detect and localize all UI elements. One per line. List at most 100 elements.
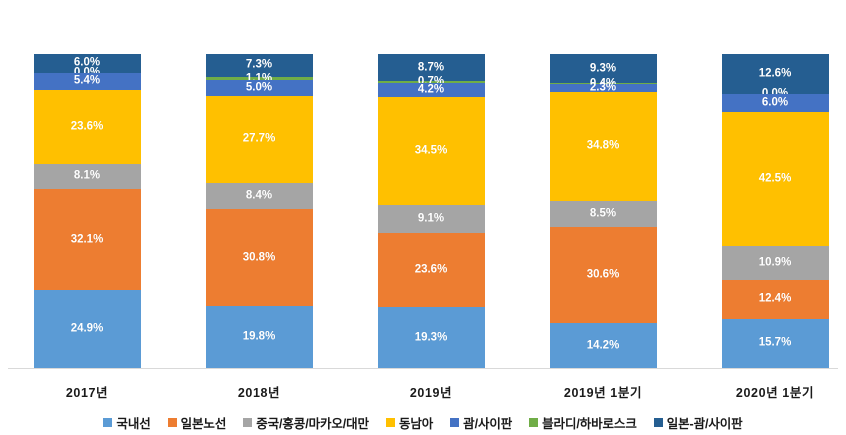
segment-value-label: 6.0% <box>73 56 101 69</box>
legend-swatch-icon <box>450 418 460 427</box>
segment-4-1[interactable]: 14.2% <box>549 323 657 368</box>
segment-value-label: 34.5% <box>414 144 448 156</box>
segment-value-label: 0.0% <box>762 87 788 100</box>
segment-2-1[interactable]: 19.8% <box>205 305 313 368</box>
segment-3-2[interactable]: 23.6% <box>377 233 485 308</box>
segment-value-label: 12.6% <box>758 67 792 79</box>
segment-1-1[interactable]: 24.9% <box>33 289 141 368</box>
segment-value-label: 1.1% <box>245 71 273 84</box>
segment-2-4[interactable]: 27.7% <box>205 96 313 183</box>
legend-item-3[interactable]: 중국/홍콩/마카오/대만 <box>243 413 369 432</box>
plot-area: 6.0%0.0%5.4%23.6%8.1%32.1%24.9%7.3%1.1%5… <box>8 54 838 369</box>
bar-3[interactable]: 8.7% 0.7% 4.2% 34.5% 9.1% 23.6% 19.3% <box>377 54 485 368</box>
segment-value-label: 7.3% <box>245 58 273 71</box>
segment-2-7[interactable]: 7.3% <box>205 54 313 77</box>
legend-item-2[interactable]: 일본노선 <box>167 413 227 432</box>
segment-2-6[interactable]: 1.1% <box>205 72 313 83</box>
segment-value-label: 0.7% <box>417 75 445 88</box>
segment-value-label: 15.7% <box>758 336 792 349</box>
segment-value-label: 6.0% <box>761 96 789 109</box>
segment-value-label: 8.5% <box>589 207 617 220</box>
segment-5-3[interactable]: 10.9% <box>721 245 829 280</box>
x-axis-label-1: 2017년 <box>65 386 109 400</box>
segment-value-label: 42.5% <box>758 172 792 185</box>
legend-item-4[interactable]: 동남아 <box>385 413 434 432</box>
segment-value-label: 14.2% <box>586 338 620 351</box>
segment-value-label: 23.6% <box>414 263 448 276</box>
legend-label: 동남아 <box>398 417 434 431</box>
segment-value-label: 0.4% <box>589 77 617 90</box>
segment-5-2[interactable]: 12.4% <box>721 279 829 319</box>
segment-5-4[interactable]: 42.5% <box>721 112 829 246</box>
segment-4-6[interactable]: 0.4% <box>549 78 657 89</box>
x-axis-label-4: 2019년 1분기 <box>563 386 643 400</box>
segment-value-label: 34.8% <box>586 139 620 152</box>
x-axis-label-5: 2020년 1분기 <box>735 386 815 400</box>
legend-swatch-icon <box>529 418 539 427</box>
legend-item-1[interactable]: 국내선 <box>103 413 151 432</box>
segment-2-2[interactable]: 30.8% <box>205 209 313 306</box>
segment-value-label: 4.2% <box>417 83 445 96</box>
segment-1-2[interactable]: 32.1% <box>33 189 141 290</box>
segment-value-label: 10.9% <box>758 255 792 268</box>
legend-item-5[interactable]: 괌/사이판 <box>450 413 512 432</box>
segment-2-5[interactable]: 5.0% <box>205 80 313 96</box>
segment-3-4[interactable]: 34.5% <box>377 96 485 205</box>
segment-value-label: 12.4% <box>758 292 792 305</box>
legend-swatch-icon <box>167 418 177 427</box>
segment-value-label: 19.8% <box>242 330 276 343</box>
segment-value-label: 8.4% <box>245 189 273 202</box>
segment-value-label: 9.3% <box>589 61 617 74</box>
legend-label: 국내선 <box>116 417 151 431</box>
axis-baseline <box>8 368 838 369</box>
legend-item-6[interactable]: 블라디/하바로스크 <box>529 413 637 432</box>
legend-label: 중국/홍콩/마카오/대만 <box>256 417 369 431</box>
x-axis-label-2: 2018년 <box>237 386 281 400</box>
segment-value-label: 19.3% <box>414 330 448 343</box>
segment-3-6[interactable]: 0.7% <box>377 76 485 87</box>
segment-4-7[interactable]: 9.3% <box>549 54 657 84</box>
segment-value-label: 30.6% <box>586 268 620 281</box>
segment-4-4[interactable]: 34.8% <box>549 91 657 201</box>
bar-1[interactable]: 6.0%0.0%5.4% 23.6% 8.1% 32.1% 24.9% <box>33 54 141 368</box>
segment-3-5[interactable]: 4.2% <box>377 83 485 97</box>
segment-2-3[interactable]: 8.4% <box>205 182 313 210</box>
segment-5-5[interactable]: 6.0% <box>721 93 829 113</box>
segment-3-7[interactable]: 8.7% <box>377 54 485 82</box>
x-axis-label-3: 2019년 <box>409 386 453 400</box>
legend-label: 괌/사이판 <box>463 417 513 431</box>
bar-4[interactable]: 9.3% 0.4% 2.3% 34.8% 8.5% 30.6% 14.2% <box>549 54 657 368</box>
segment-1-5[interactable]: 5.4% <box>33 72 141 90</box>
bar-5[interactable]: 12.6% 0.0%6.0% 42.5% 10.9% 12.4% 15.7% <box>721 54 829 368</box>
bar-2[interactable]: 7.3% 1.1% 5.0% 27.7% 8.4% 30.8% 19.8% <box>205 54 313 368</box>
segment-value-label: 24.9% <box>70 322 104 335</box>
segment-value-label: 8.7% <box>417 60 445 73</box>
segment-4-3[interactable]: 8.5% <box>549 200 657 228</box>
segment-1-7[interactable]: 6.0% <box>33 54 141 73</box>
legend-swatch-icon <box>385 418 395 427</box>
chart-legend: 국내선 일본노선 중국/홍콩/마카오/대만 동남아 괌/사이판 블라디/하바로스크 일본-괌… <box>0 410 846 435</box>
segment-5-1[interactable]: 15.7% <box>721 318 829 368</box>
segment-value-label: 5.0% <box>245 81 273 94</box>
legend-item-7[interactable]: 일본-괌/사이판 <box>653 413 743 432</box>
legend-swatch-icon <box>103 418 113 427</box>
legend-swatch-icon <box>653 418 663 427</box>
legend-swatch-icon <box>243 418 253 427</box>
segment-1-4[interactable]: 23.6% <box>33 89 141 164</box>
legend-label: 블라디/하바로스크 <box>542 417 637 431</box>
segment-5-7[interactable]: 12.6% <box>721 54 829 94</box>
segment-value-label: 32.1% <box>70 232 104 245</box>
segment-4-2[interactable]: 30.6% <box>549 227 657 324</box>
segment-value-label: 23.6% <box>70 120 104 132</box>
legend-label: 일본-괌/사이판 <box>666 417 743 431</box>
legend-label: 일본노선 <box>180 417 227 431</box>
segment-3-3[interactable]: 9.1% <box>377 204 485 234</box>
segment-value-label: 2.3% <box>589 81 617 94</box>
segment-value-label: 27.7% <box>242 132 276 145</box>
segment-1-3[interactable]: 8.1% <box>33 163 141 190</box>
segment-4-5[interactable]: 2.3% <box>549 81 657 94</box>
segment-value-label: 9.1% <box>417 212 445 225</box>
segment-value-label: 5.4% <box>73 74 101 87</box>
segment-3-1[interactable]: 19.3% <box>377 307 485 368</box>
